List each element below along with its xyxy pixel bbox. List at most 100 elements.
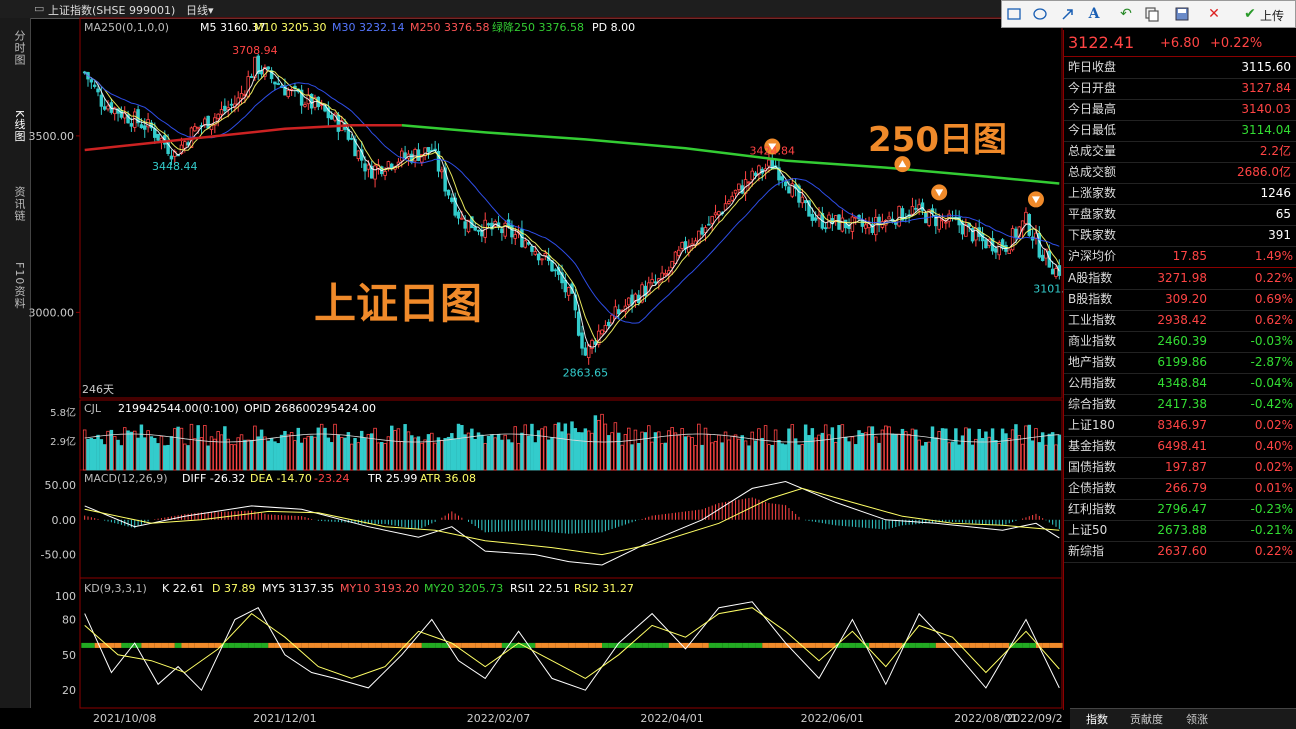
volume-bar (306, 435, 311, 471)
undo-icon[interactable]: ↶ (1120, 6, 1132, 22)
tab-leaders[interactable]: 领涨 (1186, 713, 1208, 726)
candle-body (136, 109, 140, 124)
upload-button[interactable]: 上传 (1260, 9, 1285, 23)
index-value: 6498.41 (1157, 439, 1207, 453)
volume-bar (827, 434, 831, 471)
candle-body (934, 215, 938, 227)
kd-signal-segment (94, 642, 102, 648)
candle-body (476, 229, 481, 232)
volume-panel (82, 413, 1062, 471)
tab-contribution[interactable]: 贡献度 (1130, 713, 1163, 726)
index-row[interactable]: 国债指数 197.87 0.02% (1064, 457, 1296, 479)
volume-bar (380, 442, 384, 471)
period-selector[interactable]: 日线▾ (186, 2, 214, 18)
index-row[interactable]: 工业指数 2938.42 0.62% (1064, 310, 1296, 332)
volume-bar (156, 443, 160, 471)
candle-body (787, 186, 791, 194)
volume-bar (373, 427, 377, 471)
volume-bar (920, 445, 925, 471)
index-row[interactable]: 公用指数 4348.84 -0.04% (1064, 373, 1296, 395)
volume-bar (917, 439, 921, 471)
index-row[interactable]: 地产指数 6199.86 -2.87% (1064, 352, 1296, 374)
index-row[interactable]: 综合指数 2417.38 -0.42% (1064, 394, 1296, 416)
volume-header-value: 219942544.00(0:100) (118, 402, 239, 415)
candle-body (303, 104, 307, 107)
volume-bar (647, 425, 651, 471)
candle-body (92, 84, 97, 87)
rect-icon[interactable] (1006, 6, 1022, 22)
close-icon[interactable]: ✕ (1208, 6, 1220, 22)
volume-bar (573, 428, 578, 471)
tab-index[interactable]: 指数 (1086, 713, 1108, 726)
kd-signal-segment (341, 642, 349, 648)
index-row[interactable]: A股指数 3271.98 0.22% (1064, 268, 1296, 290)
candle-body (900, 208, 905, 221)
candle-body (413, 149, 417, 162)
volume-bar (213, 438, 217, 471)
candle-body (126, 114, 130, 124)
index-pct: 0.01% (1254, 481, 1293, 495)
period-label: 日线 (186, 4, 208, 17)
quote-row-name: 今日开盘 (1068, 81, 1117, 95)
volume-bar (473, 438, 477, 471)
volume-bar (760, 437, 764, 471)
candle-body (563, 279, 568, 293)
volume-bar (687, 435, 691, 471)
index-row[interactable]: 商业指数 2460.39 -0.03% (1064, 331, 1296, 353)
header-m30: M30 3232.14 (332, 21, 404, 34)
volume-bar (924, 442, 928, 471)
volume-bar (326, 437, 331, 471)
candle-body (733, 189, 738, 194)
index-row[interactable]: B股指数 309.20 0.69% (1064, 289, 1296, 311)
index-row[interactable]: 新综指 2637.60 0.22% (1064, 541, 1296, 563)
volume-bar (793, 438, 798, 471)
candle-body (109, 102, 114, 113)
chart-area[interactable]: 3000.00 3500.00 2.9亿 5.8亿 50.00 0.00 -50.00 100… (0, 0, 1063, 728)
index-row[interactable]: 上证50 2673.88 -0.21% (1064, 520, 1296, 542)
index-row[interactable]: 上证180 8346.97 0.02% (1064, 415, 1296, 437)
text-icon[interactable]: A (1088, 6, 1100, 22)
candle-body (780, 176, 785, 181)
volume-bar (276, 443, 281, 471)
volume-bar (116, 439, 120, 471)
arrow-icon[interactable] (1060, 6, 1076, 22)
volume-bar (803, 424, 808, 471)
check-icon[interactable]: ✔ (1244, 6, 1256, 22)
candle-body (239, 93, 244, 99)
index-pct: 0.02% (1254, 418, 1293, 432)
candle-body (336, 114, 341, 132)
volume-bar (720, 442, 724, 471)
volume-bar (500, 439, 504, 471)
index-row[interactable]: 红利指数 2796.47 -0.23% (1064, 499, 1296, 521)
volume-bar (510, 442, 514, 471)
kd-signal-segment (588, 642, 596, 648)
index-name: A股指数 (1068, 271, 1113, 285)
candle-body (193, 126, 197, 132)
volume-bar (410, 435, 414, 471)
save-icon[interactable] (1174, 6, 1190, 22)
copy-icon[interactable] (1144, 6, 1160, 22)
tab-news[interactable]: 资讯链 (13, 186, 26, 222)
price-ytick-label: 3000.00 (29, 306, 75, 319)
volume-bar (927, 441, 931, 471)
marker-arrow-shape (1031, 196, 1040, 204)
volume-bar (183, 443, 187, 471)
volume-bar (640, 431, 644, 471)
tab-intraday[interactable]: 分时图 (13, 30, 26, 66)
volume-bar (286, 434, 291, 471)
volume-bar (239, 434, 244, 471)
macd-ytick-label: -50.00 (41, 549, 76, 562)
volume-bar (757, 428, 761, 471)
tab-kline[interactable]: K线图 (13, 110, 26, 143)
kd-signal-segment (121, 642, 129, 648)
volume-bar (623, 434, 628, 471)
tab-f10[interactable]: F10资料 (13, 262, 26, 310)
candle-body (229, 103, 234, 106)
candle-body (964, 224, 968, 237)
ellipse-icon[interactable] (1032, 6, 1048, 22)
kd-signal-segment (902, 642, 910, 648)
index-row[interactable]: 企债指数 266.79 0.01% (1064, 478, 1296, 500)
candle-body (273, 81, 277, 85)
index-row[interactable]: 基金指数 6498.41 0.40% (1064, 436, 1296, 458)
volume-bar (984, 431, 988, 471)
